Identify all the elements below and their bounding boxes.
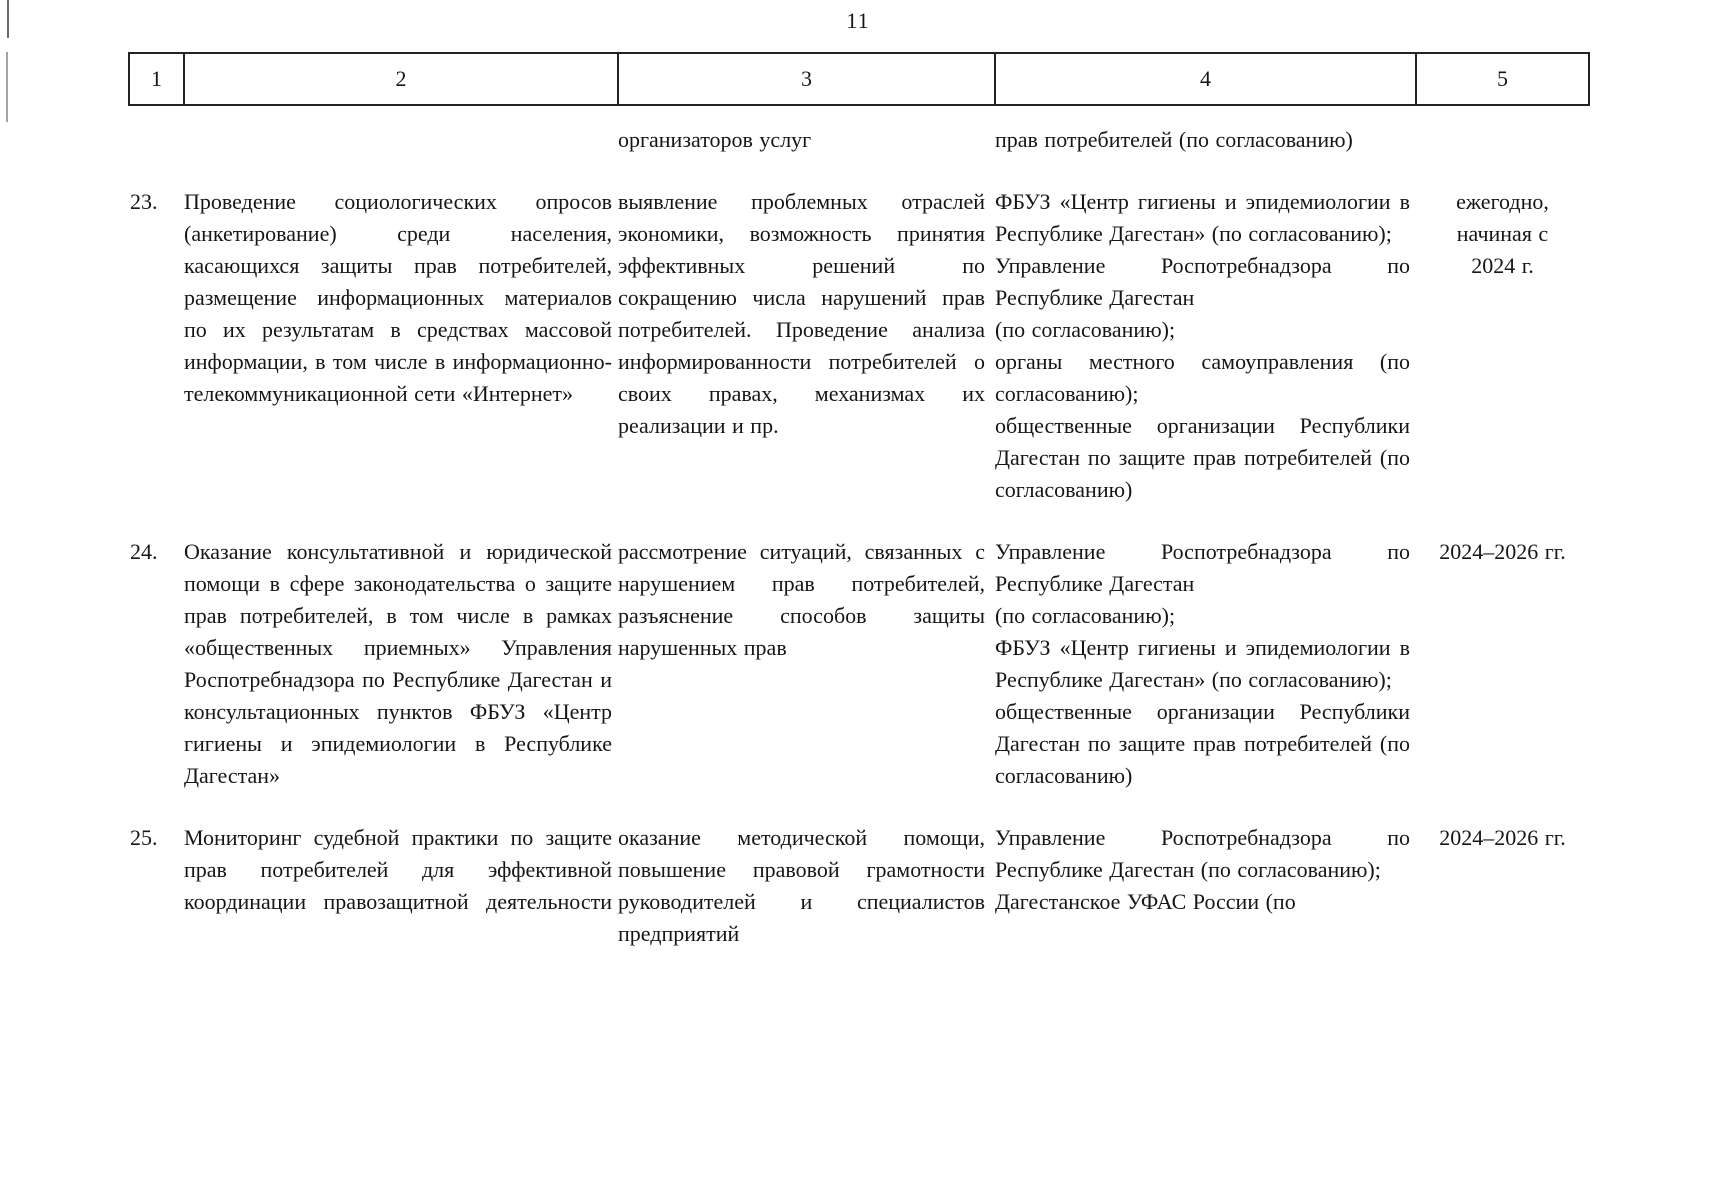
scan-artifact	[7, 0, 9, 38]
executors-cell: ФБУЗ «Центр гигиены и эпидемиологии в Ре…	[995, 189, 1410, 502]
expected-result-cell: организаторов услуг	[618, 127, 812, 152]
expected-result-cell: выявление проблемных отраслей экономики,…	[618, 189, 985, 438]
executors-cell: Управление Роспотребнадзора по Республик…	[995, 825, 1410, 914]
period-cell: 2024–2026 гг.	[1439, 825, 1566, 850]
action-plan-table: 1 2 3 4 5 организаторов услуг прав потре…	[128, 52, 1590, 980]
executors-cell: прав потребителей (по согласованию)	[995, 127, 1353, 152]
column-header-1: 1	[128, 52, 185, 106]
period-cell	[1416, 105, 1589, 186]
row-number-cell: 24.	[130, 539, 158, 564]
column-header-3: 3	[617, 52, 996, 106]
expected-result-cell: рассмотрение ситуаций, связанных с наруш…	[618, 539, 985, 660]
column-header-4: 4	[994, 52, 1417, 106]
period-cell: ежегодно, начиная с 2024 г.	[1456, 189, 1549, 278]
scan-artifact	[6, 52, 8, 122]
activity-cell	[184, 105, 618, 186]
table-row-23: 23. Проведение социологических опросов (…	[129, 186, 1589, 536]
table-header-row: 1 2 3 4 5	[128, 52, 1590, 106]
period-cell: 2024–2026 гг.	[1439, 539, 1566, 564]
row-number-cell: 23.	[130, 189, 158, 214]
table-row-24: 24. Оказание консультативной и юридическ…	[129, 536, 1589, 822]
page-number: 11	[846, 8, 870, 33]
row-number-cell	[129, 105, 184, 186]
activity-cell: Оказание консультативной и юридической п…	[184, 539, 612, 788]
table-row-25: 25. Мониторинг судебной практики по защи…	[129, 822, 1589, 980]
activity-cell: Мониторинг судебной практики по защите п…	[184, 825, 612, 914]
row-number-cell: 25.	[130, 825, 158, 850]
executors-cell: Управление Роспотребнадзора по Республик…	[995, 539, 1410, 788]
expected-result-cell: оказание методической помощи, повышение …	[618, 825, 985, 946]
column-header-5: 5	[1415, 52, 1590, 106]
column-header-2: 2	[183, 52, 619, 106]
table-row-continuation: организаторов услуг прав потребителей (п…	[129, 105, 1589, 186]
activity-cell: Проведение социологических опросов (анке…	[184, 189, 612, 406]
